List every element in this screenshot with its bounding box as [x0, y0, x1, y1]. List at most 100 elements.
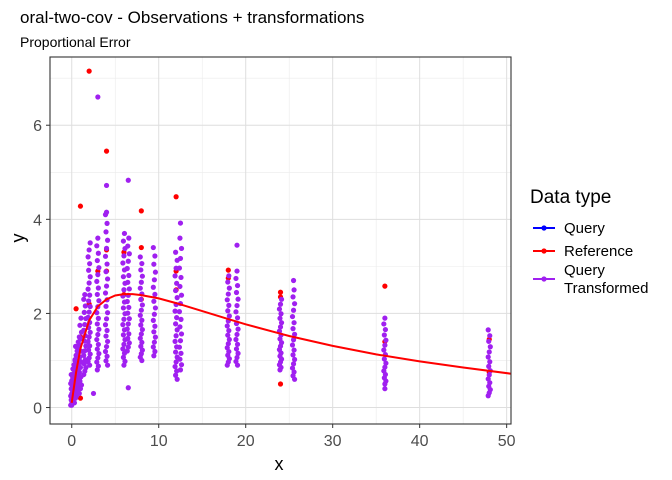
query-transformed-point: [151, 339, 157, 345]
query-transformed-point: [150, 344, 156, 350]
query-transformed-point: [104, 338, 111, 345]
reference-point: [86, 68, 92, 74]
x-tick-label: 0: [67, 433, 76, 450]
query-transformed-point: [104, 261, 110, 267]
query-transformed-point: [235, 296, 241, 302]
query-transformed-point: [86, 347, 92, 353]
query-transformed-point: [176, 344, 183, 350]
query-transformed-point: [178, 331, 185, 337]
query-transformed-point: [226, 302, 232, 308]
query-transformed-point: [278, 296, 285, 302]
query-transformed-point: [178, 245, 185, 252]
query-transformed-point: [139, 273, 145, 279]
query-transformed-point: [291, 301, 298, 307]
query-transformed-point: [104, 310, 111, 316]
query-transformed-point: [150, 244, 156, 251]
query-transformed-point: [94, 336, 100, 343]
query-transformed-point: [172, 338, 178, 344]
query-transformed-point: [120, 274, 127, 280]
reference-point: [73, 306, 79, 312]
query-transformed-point: [487, 344, 493, 350]
query-transformed-point: [103, 209, 110, 215]
query-transformed-point: [225, 279, 231, 285]
reference-point: [77, 395, 84, 401]
query-transformed-point: [95, 94, 101, 100]
query-transformed-point: [94, 321, 100, 327]
query-transformed-point: [289, 313, 296, 320]
query-transformed-point: [95, 315, 101, 321]
query-transformed-point: [121, 253, 127, 259]
query-transformed-point: [121, 287, 127, 293]
reference-point: [277, 381, 284, 387]
query-transformed-point: [96, 351, 102, 357]
query-transformed-point: [125, 177, 131, 183]
query-transformed-point: [277, 301, 284, 307]
query-transformed-point: [125, 321, 131, 327]
query-transformed-point: [177, 235, 183, 241]
query-transformed-point: [289, 342, 296, 348]
query-transformed-point: [234, 302, 240, 309]
query-transformed-point: [224, 323, 230, 329]
query-transformed-point: [233, 309, 239, 315]
reference-point: [173, 194, 179, 200]
query-transformed-point: [290, 361, 297, 367]
query-transformed-point: [121, 341, 127, 347]
query-transformed-point: [290, 352, 296, 358]
query-transformed-point: [94, 243, 100, 249]
query-transformed-point: [126, 316, 132, 322]
query-transformed-point: [174, 295, 180, 301]
query-transformed-point: [226, 273, 232, 279]
chart-title: oral-two-cov - Observations + transforma…: [20, 8, 364, 27]
query-transformed-point: [235, 350, 241, 356]
query-transformed-point: [381, 347, 387, 353]
query-transformed-point: [137, 285, 143, 291]
y-tick-label: 2: [33, 306, 42, 323]
query-transformed-point: [174, 280, 180, 286]
x-tick-label: 30: [324, 433, 342, 450]
query-transformed-point: [278, 320, 285, 326]
query-transformed-point: [233, 336, 239, 343]
query-transformed-point: [151, 311, 157, 317]
query-transformed-point: [120, 322, 126, 328]
query-transformed-point: [178, 350, 184, 356]
query-transformed-point: [173, 372, 179, 378]
query-transformed-point: [152, 253, 158, 259]
query-transformed-point: [87, 274, 93, 280]
query-transformed-point: [177, 255, 184, 262]
query-transformed-point: [78, 315, 84, 321]
query-transformed-point: [90, 390, 97, 397]
query-transformed-point: [176, 265, 183, 271]
query-transformed-point: [381, 332, 387, 338]
query-transformed-point: [291, 369, 297, 375]
query-transformed-point: [178, 292, 185, 298]
query-transformed-point: [104, 353, 110, 359]
legend-label: Query: [564, 262, 605, 279]
query-transformed-point: [177, 356, 183, 362]
query-transformed-point: [226, 285, 232, 291]
query-transformed-point: [486, 349, 492, 355]
query-transformed-point: [291, 347, 297, 353]
query-transformed-point: [486, 363, 492, 369]
query-transformed-point: [485, 327, 491, 333]
query-transformed-point: [94, 291, 100, 298]
query-transformed-point: [95, 341, 101, 348]
query-transformed-point: [138, 322, 144, 328]
query-transformed-point: [87, 343, 93, 349]
query-transformed-point: [103, 358, 109, 364]
query-transformed-point: [126, 286, 132, 292]
query-transformed-point: [104, 327, 110, 334]
query-transformed-point: [276, 306, 283, 312]
query-transformed-point: [102, 322, 109, 328]
query-transformed-point: [173, 249, 179, 255]
query-transformed-point: [86, 280, 92, 286]
query-transformed-point: [178, 274, 184, 281]
query-transformed-point: [137, 254, 143, 260]
y-tick-label: 4: [33, 212, 42, 229]
legend-label: Reference: [564, 243, 633, 260]
query-transformed-point: [235, 326, 241, 332]
query-transformed-point: [126, 331, 132, 337]
query-transformed-point: [94, 359, 100, 365]
